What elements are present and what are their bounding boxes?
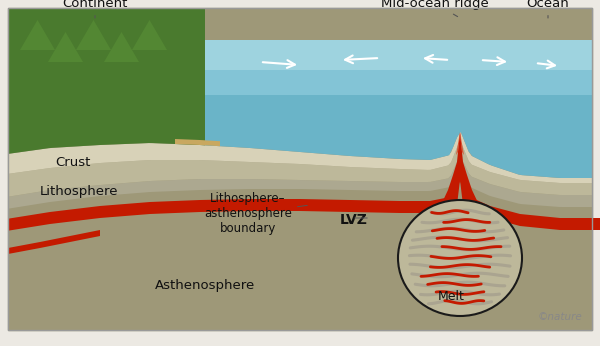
Text: Melt: Melt bbox=[438, 290, 465, 302]
Ellipse shape bbox=[398, 200, 522, 316]
Polygon shape bbox=[456, 132, 464, 155]
Text: LVZ: LVZ bbox=[340, 213, 368, 227]
Polygon shape bbox=[132, 20, 167, 50]
Polygon shape bbox=[205, 40, 592, 178]
Polygon shape bbox=[8, 172, 600, 231]
Polygon shape bbox=[8, 230, 100, 254]
Polygon shape bbox=[8, 8, 592, 330]
Polygon shape bbox=[104, 32, 139, 62]
Polygon shape bbox=[175, 139, 220, 146]
Text: Asthenosphere: Asthenosphere bbox=[155, 279, 255, 291]
Text: Continent: Continent bbox=[62, 0, 128, 18]
Polygon shape bbox=[205, 40, 592, 70]
Polygon shape bbox=[8, 155, 592, 209]
Text: Lithosphere: Lithosphere bbox=[40, 185, 119, 199]
Text: Lithosphere–
asthenosphere
boundary: Lithosphere– asthenosphere boundary bbox=[204, 192, 307, 235]
Polygon shape bbox=[48, 32, 83, 62]
Polygon shape bbox=[8, 8, 205, 154]
Text: ©nature: ©nature bbox=[537, 312, 582, 322]
Text: Ocean: Ocean bbox=[527, 0, 569, 18]
Polygon shape bbox=[76, 20, 111, 50]
Polygon shape bbox=[205, 70, 592, 95]
Polygon shape bbox=[8, 130, 592, 183]
Polygon shape bbox=[440, 132, 480, 222]
Text: Mid-ocean ridge: Mid-ocean ridge bbox=[381, 0, 489, 17]
Polygon shape bbox=[8, 140, 592, 197]
Polygon shape bbox=[20, 20, 55, 50]
Text: Crust: Crust bbox=[55, 155, 91, 169]
